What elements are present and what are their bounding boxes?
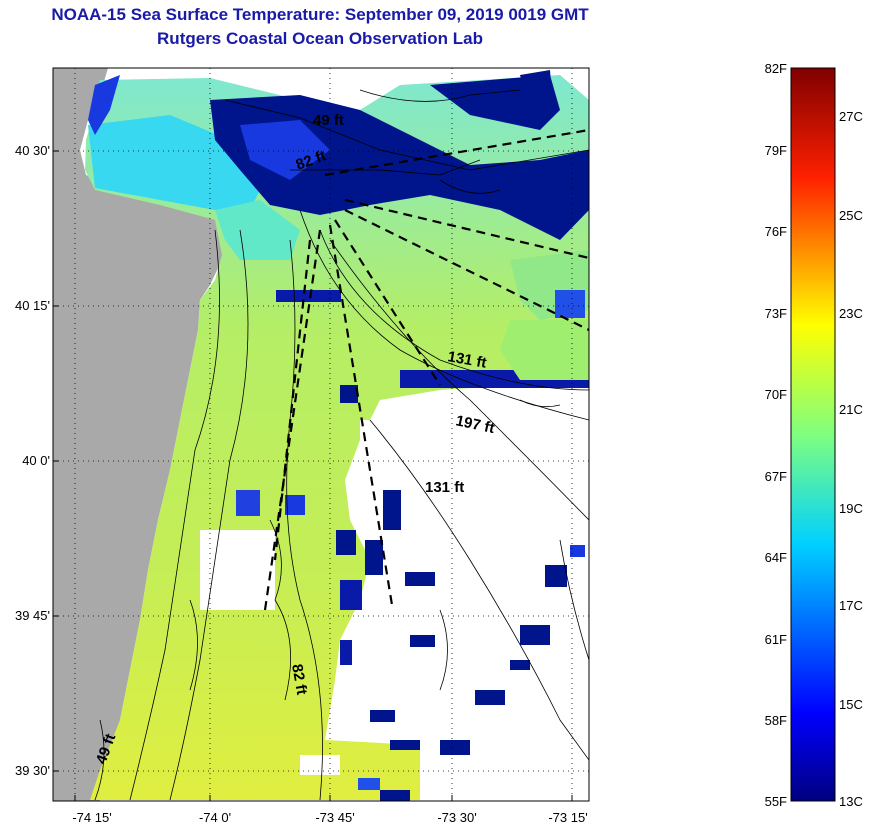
colorbar-celsius: 27C 25C 23C 21C 19C 17C 15C 13C	[839, 109, 863, 809]
lon-tick: -73 30'	[437, 810, 476, 825]
map-title: NOAA-15 Sea Surface Temperature: Septemb…	[51, 5, 589, 24]
lat-labels: 40 30' 40 15' 40 0' 39 45' 39 30'	[15, 143, 50, 778]
lat-tick: 39 45'	[15, 608, 50, 623]
colorbar-f-label: 79F	[765, 143, 787, 158]
map-area	[53, 68, 589, 801]
colorbar-f-label: 70F	[765, 387, 787, 402]
colorbar-f-label: 55F	[765, 794, 787, 809]
colorbar-f-label: 58F	[765, 713, 787, 728]
lon-tick: -74 15'	[72, 810, 111, 825]
lat-tick: 40 15'	[15, 298, 50, 313]
colorbar-c-label: 13C	[839, 794, 863, 809]
colorbar: 82F 79F 76F 73F 70F 67F 64F 61F 58F 55F …	[765, 61, 863, 809]
colorbar-f-label: 76F	[765, 224, 787, 239]
colorbar-c-label: 25C	[839, 208, 863, 223]
lat-tick: 40 30'	[15, 143, 50, 158]
lon-tick: -73 45'	[315, 810, 354, 825]
colorbar-f-label: 73F	[765, 306, 787, 321]
colorbar-f-label: 67F	[765, 469, 787, 484]
lon-tick: -73 15'	[548, 810, 587, 825]
lat-tick: 40 0'	[22, 453, 50, 468]
colorbar-fahrenheit: 82F 79F 76F 73F 70F 67F 64F 61F 58F 55F	[765, 61, 787, 809]
contour-labels: 49 ft 82 ft 131 ft 197 ft 131 ft 82 ft 4…	[93, 112, 496, 766]
map-frame	[52, 67, 590, 802]
colorbar-f-label: 82F	[765, 61, 787, 76]
contour-label: 131 ft	[425, 479, 464, 496]
colorbar-c-label: 23C	[839, 306, 863, 321]
colorbar-c-label: 17C	[839, 598, 863, 613]
colorbar-c-label: 19C	[839, 501, 863, 516]
land-mass	[53, 68, 225, 801]
sst-swath	[85, 75, 589, 800]
shipping-lanes	[263, 128, 589, 611]
colorbar-c-label: 27C	[839, 109, 863, 124]
lon-tick: -74 0'	[199, 810, 231, 825]
contour-label: 49 ft	[313, 112, 344, 129]
colorbar-gradient	[790, 67, 836, 802]
colorbar-f-label: 61F	[765, 632, 787, 647]
map-subtitle: Rutgers Coastal Ocean Observation Lab	[157, 29, 483, 48]
lat-tick: 39 30'	[15, 763, 50, 778]
colorbar-f-label: 64F	[765, 550, 787, 565]
colorbar-c-label: 15C	[839, 697, 863, 712]
contour-label: 82 ft	[288, 663, 310, 696]
graticule	[53, 68, 589, 801]
lon-labels: -74 15' -74 0' -73 45' -73 30' -73 15'	[72, 810, 587, 825]
colorbar-c-label: 21C	[839, 402, 863, 417]
depth-contours	[94, 89, 589, 801]
contour-label: 131 ft	[446, 348, 488, 372]
